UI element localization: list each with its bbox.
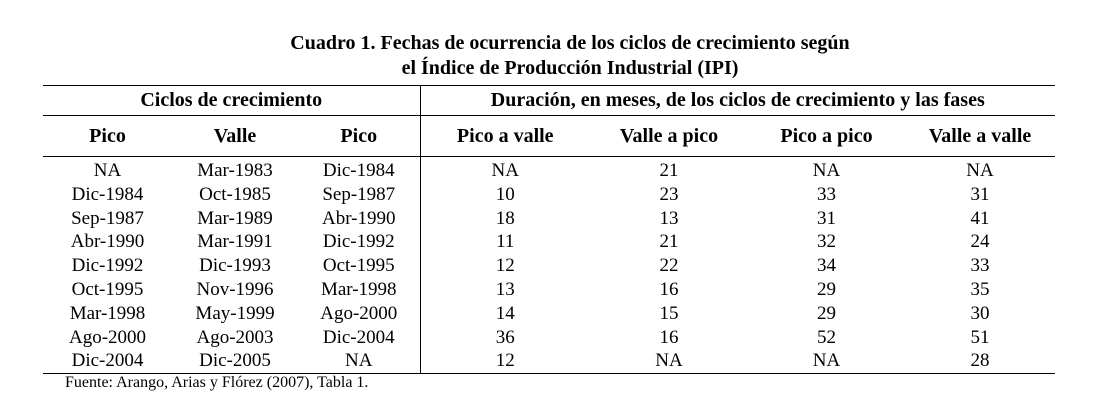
table-cell: NA xyxy=(298,349,420,375)
table-cell: Ago-2000 xyxy=(320,302,398,324)
table-cell: NA xyxy=(748,349,905,375)
table-cell: Sep-1987 xyxy=(322,183,396,205)
data-table: Ciclos de crecimiento Duración, en meses… xyxy=(43,85,1055,375)
table-cell: Abr-1990 xyxy=(70,231,145,253)
table-cell: Ago-2000 xyxy=(68,326,147,348)
table-cell: Ago-2003 xyxy=(196,326,274,348)
table-cell: 51 xyxy=(970,326,990,348)
table-cell: 41 xyxy=(970,207,990,229)
table-cell: NA xyxy=(966,160,994,181)
column-header: Valle xyxy=(172,115,298,157)
table-row: Ago-2000 Ago-2003 Dic-2004 36 16 52 51 xyxy=(43,325,1055,350)
table-cell: Mar-1989 xyxy=(197,207,273,229)
column-header: Pico a pico xyxy=(748,115,905,157)
table-cell: Dic-1984 xyxy=(71,183,144,205)
table-cell: Oct-1985 xyxy=(199,183,271,205)
column-header: Valle a valle xyxy=(905,115,1055,157)
table-cell: 22 xyxy=(659,255,679,277)
table-cell: 34 xyxy=(817,255,836,277)
group-header: Ciclos de crecimiento xyxy=(43,85,420,116)
table-cell: 18 xyxy=(419,206,590,231)
table-cell: Oct-1995 xyxy=(322,255,395,277)
table-cell: 16 xyxy=(659,326,679,348)
table-cell: 14 xyxy=(419,301,590,326)
table-cell: May-1999 xyxy=(195,302,275,324)
table-cell: Oct-1995 xyxy=(71,278,144,300)
table-cell: Nov-1996 xyxy=(196,278,274,300)
table-cell: 23 xyxy=(659,183,679,205)
table-cell: 32 xyxy=(817,231,836,253)
column-header: Pico xyxy=(43,115,172,157)
column-header: Pico xyxy=(298,115,420,157)
table-cell: Dic-1993 xyxy=(199,255,271,277)
table-cell: 10 xyxy=(419,182,590,207)
table-cell: Dic-2004 xyxy=(322,326,395,348)
table-cell: 16 xyxy=(659,278,679,300)
table-cell: NA xyxy=(812,160,841,181)
table-cell: NA xyxy=(93,160,122,181)
table-cell: 29 xyxy=(817,278,836,300)
table-cell: Mar-1991 xyxy=(197,231,273,253)
group-header: Duración, en meses, de los ciclos de cre… xyxy=(419,85,1055,116)
source-note: Fuente: Arango, Arias y Flórez (2007), T… xyxy=(65,374,369,391)
table-cell: 30 xyxy=(970,302,990,324)
table-cell: Dic-1992 xyxy=(71,255,144,277)
table-cell: Dic-2004 xyxy=(43,349,172,375)
table-cell: 52 xyxy=(817,326,836,348)
column-header: Pico a valle xyxy=(419,115,590,157)
table-cell: NA xyxy=(419,156,590,183)
table-row: Sep-1987 Mar-1989 Abr-1990 18 13 31 41 xyxy=(43,206,1055,231)
title-line: el Índice de Producción Industrial (IPI) xyxy=(401,57,739,79)
table-cell: 31 xyxy=(970,183,990,205)
table-cell: 13 xyxy=(659,207,679,229)
table-cell: 21 xyxy=(659,160,679,181)
table-cell: 12 xyxy=(419,349,590,375)
table-cell: Mar-1998 xyxy=(69,302,146,324)
table-row: Mar-1998 May-1999 Ago-2000 14 15 29 30 xyxy=(43,301,1055,326)
table-cell: 31 xyxy=(817,207,836,229)
table-cell: 29 xyxy=(817,302,836,324)
table-cell: 13 xyxy=(419,277,590,302)
table-cell: Dic-2005 xyxy=(172,349,298,375)
table-cell: 28 xyxy=(905,349,1055,375)
table-cell: Sep-1987 xyxy=(71,207,144,229)
table-cell: 35 xyxy=(970,278,990,300)
table-cell: 33 xyxy=(817,183,836,205)
table-row: Dic-2004 Dic-2005 NA 12 NA NA 28 xyxy=(43,349,1055,375)
title-line: Cuadro 1. Fechas de ocurrencia de los ci… xyxy=(290,32,850,54)
table-cell: 36 xyxy=(419,325,590,350)
table-cell: 15 xyxy=(659,302,679,324)
column-header: Valle a pico xyxy=(590,115,748,157)
table-row: Abr-1990 Mar-1991 Dic-1992 11 21 32 24 xyxy=(43,230,1055,255)
table-row: Dic-1984 Oct-1985 Sep-1987 10 23 33 31 xyxy=(43,182,1055,207)
table-cell: Dic-1984 xyxy=(322,160,395,181)
table-row: Oct-1995 Nov-1996 Mar-1998 13 16 29 35 xyxy=(43,277,1055,302)
table-cell: 24 xyxy=(970,231,990,253)
table-cell: Dic-1992 xyxy=(322,231,395,253)
table-cell: 33 xyxy=(970,255,990,277)
table-cell: Mar-1998 xyxy=(320,278,397,300)
table-row: NA Mar-1983 Dic-1984 NA 21 NA NA xyxy=(43,156,1055,183)
table-cell: 11 xyxy=(419,230,590,255)
table-cell: Mar-1983 xyxy=(197,160,273,181)
table-cell: Abr-1990 xyxy=(322,207,396,229)
table-cell: NA xyxy=(590,349,748,375)
table-cell: 21 xyxy=(659,231,679,253)
table-row: Dic-1992 Dic-1993 Oct-1995 12 22 34 33 xyxy=(43,254,1055,278)
table-cell: 12 xyxy=(419,254,590,278)
